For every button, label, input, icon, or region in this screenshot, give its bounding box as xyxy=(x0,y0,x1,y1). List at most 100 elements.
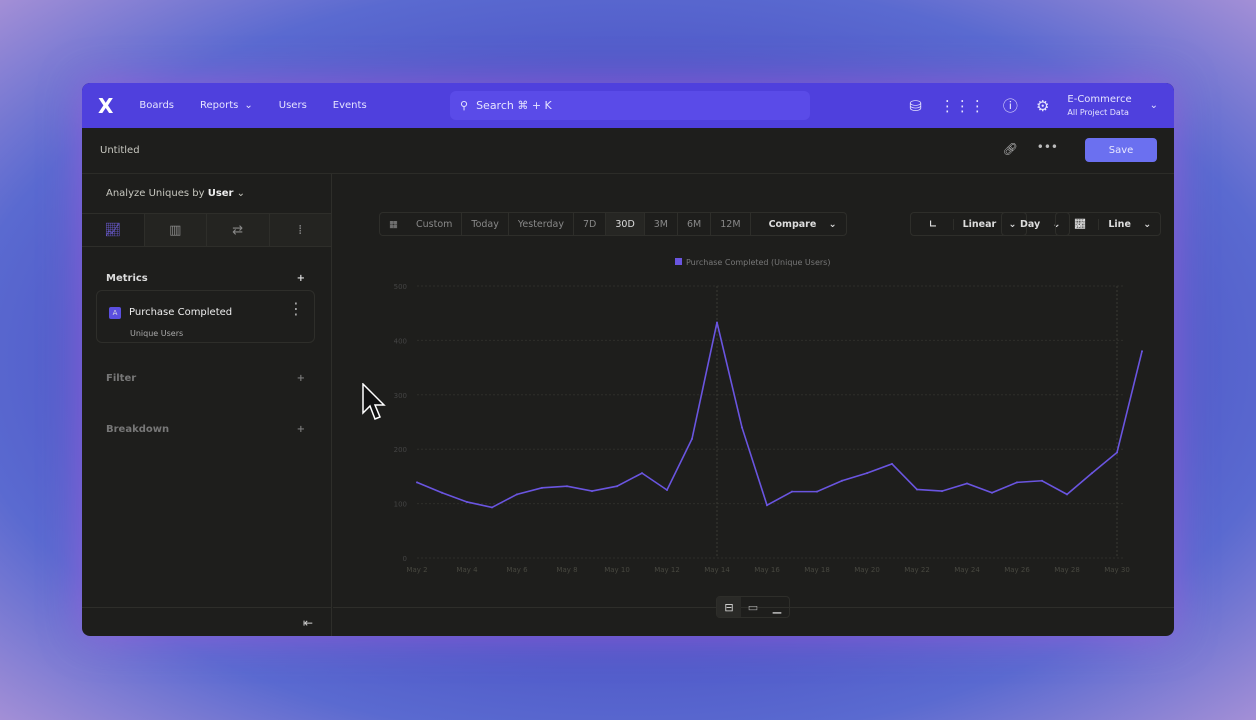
x-tick-label: May 8 xyxy=(556,566,577,574)
save-button[interactable]: Save xyxy=(1085,138,1157,162)
layout-split-icon[interactable]: ⊟ xyxy=(717,597,741,617)
add-filter-icon[interactable]: + xyxy=(296,373,305,384)
filter-label: Filter xyxy=(106,373,137,384)
range-today[interactable]: Today xyxy=(461,213,507,235)
y-tick-label: 0 xyxy=(403,555,407,563)
scale-selector[interactable]: ∟ Linear ⌄ xyxy=(910,212,1027,236)
mouse-cursor-icon xyxy=(362,383,386,420)
nav-events[interactable]: Events xyxy=(332,100,367,111)
range-7d[interactable]: 7D xyxy=(573,213,605,235)
layout-toggle: ⊟ ▭ ▁ xyxy=(716,596,790,618)
data-point xyxy=(966,482,968,485)
data-point xyxy=(741,426,743,429)
x-tick-label: May 22 xyxy=(904,566,930,574)
date-range-selector: ▦ Custom Today Yesterday 7D 30D 3M 6M 12M Compare… xyxy=(379,212,847,236)
data-point xyxy=(566,485,568,488)
data-point xyxy=(866,472,868,475)
data-point xyxy=(1116,451,1118,454)
data-point xyxy=(1041,479,1043,482)
calendar-icon[interactable]: ▦ xyxy=(389,218,398,230)
database-icon[interactable]: ⛁ xyxy=(909,96,922,115)
help-icon[interactable]: ⓘ xyxy=(1002,97,1018,115)
metric-sub: Unique Users xyxy=(130,329,184,338)
tab-flows-icon[interactable]: ⇄ xyxy=(206,214,269,246)
data-point xyxy=(491,506,493,509)
metric-name: Purchase Completed xyxy=(129,307,233,318)
interval-selector[interactable]: Day ⌄ xyxy=(1001,212,1071,236)
data-point xyxy=(516,493,518,496)
y-tick-label: 200 xyxy=(394,446,407,454)
interval-value: Day xyxy=(1020,218,1041,230)
line-chart[interactable]: 0 100 200 300 400 500 May 2 May 4 May 6 May 8 May … xyxy=(333,246,1174,576)
range-12m[interactable]: 12M xyxy=(710,213,749,235)
chart-type-value: Line xyxy=(1098,218,1140,230)
metric-card[interactable]: A Purchase Completed ⋮ Unique Users xyxy=(96,290,315,343)
tab-retention-icon[interactable]: ⁞ xyxy=(268,214,331,246)
data-point xyxy=(916,488,918,491)
metrics-section: Metrics + xyxy=(82,273,331,284)
filter-section: Filter + xyxy=(82,373,331,384)
app-window: X Boards Reports ⌄ Users Events ⚲ Search ⌘… xyxy=(82,83,1174,636)
project-name: E-Commerce xyxy=(1067,93,1132,105)
data-point xyxy=(891,462,893,465)
add-breakdown-icon[interactable]: + xyxy=(296,424,305,435)
data-point xyxy=(1016,481,1018,484)
x-tick-label: May 26 xyxy=(1004,566,1030,574)
breakdown-section: Breakdown + xyxy=(82,424,331,435)
chevron-down-icon: ⌄ xyxy=(244,100,253,111)
y-tick-label: 100 xyxy=(394,501,407,509)
data-point xyxy=(1066,493,1068,496)
range-30d[interactable]: 30D xyxy=(605,213,644,235)
top-nav: X Boards Reports ⌄ Users Events ⚲ Search ⌘… xyxy=(82,83,1174,128)
tab-insights-icon[interactable]: 📈︎ xyxy=(82,214,144,246)
analyze-label: Analyze Uniques by xyxy=(106,188,205,199)
logo[interactable]: X xyxy=(98,93,114,118)
chevron-down-icon[interactable]: ⌄ xyxy=(1149,100,1158,111)
breakdown-label: Breakdown xyxy=(106,424,170,435)
chart-area: ▦ Custom Today Yesterday 7D 30D 3M 6M 12M Compare… xyxy=(333,174,1174,636)
scale-value: Linear xyxy=(952,218,1006,230)
tab-funnels-icon[interactable]: ▥ xyxy=(143,214,206,246)
search-input[interactable]: ⚲ Search ⌘ + K xyxy=(450,91,810,120)
data-point xyxy=(766,504,768,507)
project-selector[interactable]: E-Commerce All Project Data xyxy=(1067,93,1131,119)
collapse-sidebar-icon[interactable]: ⇤ xyxy=(302,616,313,630)
layout-table-icon[interactable]: ▁ xyxy=(772,600,782,614)
range-yesterday[interactable]: Yesterday xyxy=(507,213,573,235)
legend-swatch xyxy=(675,258,682,265)
apps-grid-icon[interactable]: ⋮⋮⋮ xyxy=(939,96,985,115)
x-tick-label: May 6 xyxy=(506,566,528,574)
nav-reports[interactable]: Reports ⌄ xyxy=(200,100,253,111)
x-tick-label: May 16 xyxy=(754,566,780,574)
nav-users[interactable]: Users xyxy=(278,100,307,111)
compare-button[interactable]: Compare ⌄ xyxy=(749,213,846,235)
data-point xyxy=(691,437,693,440)
nav-reports-label: Reports xyxy=(200,100,239,111)
range-6m[interactable]: 6M xyxy=(677,213,710,235)
range-custom[interactable]: Custom xyxy=(415,218,453,230)
analyze-value: User xyxy=(207,188,234,199)
data-point xyxy=(1141,350,1143,353)
x-tick-label: May 30 xyxy=(1104,566,1130,574)
kebab-menu-icon[interactable]: ⋮ xyxy=(288,299,304,318)
report-toolbar: Untitled 🔗︎ ••• Save xyxy=(82,128,1174,174)
data-point xyxy=(641,472,643,475)
x-tick-label: May 24 xyxy=(954,566,980,574)
chart-type-selector[interactable]: 📈︎ Line ⌄ xyxy=(1055,212,1162,236)
search-placeholder: Search ⌘ + K xyxy=(476,99,552,112)
add-metric-icon[interactable]: + xyxy=(296,273,305,284)
link-icon[interactable]: 🔗︎ xyxy=(1002,142,1018,156)
analyze-selector[interactable]: Analyze Uniques by User ⌄ xyxy=(106,188,246,199)
scale-icon: ∟ xyxy=(929,218,937,230)
x-tick-label: May 12 xyxy=(654,566,680,574)
layout-chart-icon[interactable]: ▭ xyxy=(747,600,759,614)
y-tick-label: 500 xyxy=(394,283,407,291)
range-3m[interactable]: 3M xyxy=(643,213,677,235)
data-point xyxy=(716,321,718,324)
settings-icon[interactable]: ⚙ xyxy=(1035,96,1050,115)
report-title[interactable]: Untitled xyxy=(100,145,140,156)
more-icon[interactable]: ••• xyxy=(1036,140,1058,154)
metrics-label: Metrics xyxy=(106,273,148,284)
x-tick-label: May 10 xyxy=(604,566,630,574)
nav-boards[interactable]: Boards xyxy=(139,100,175,111)
